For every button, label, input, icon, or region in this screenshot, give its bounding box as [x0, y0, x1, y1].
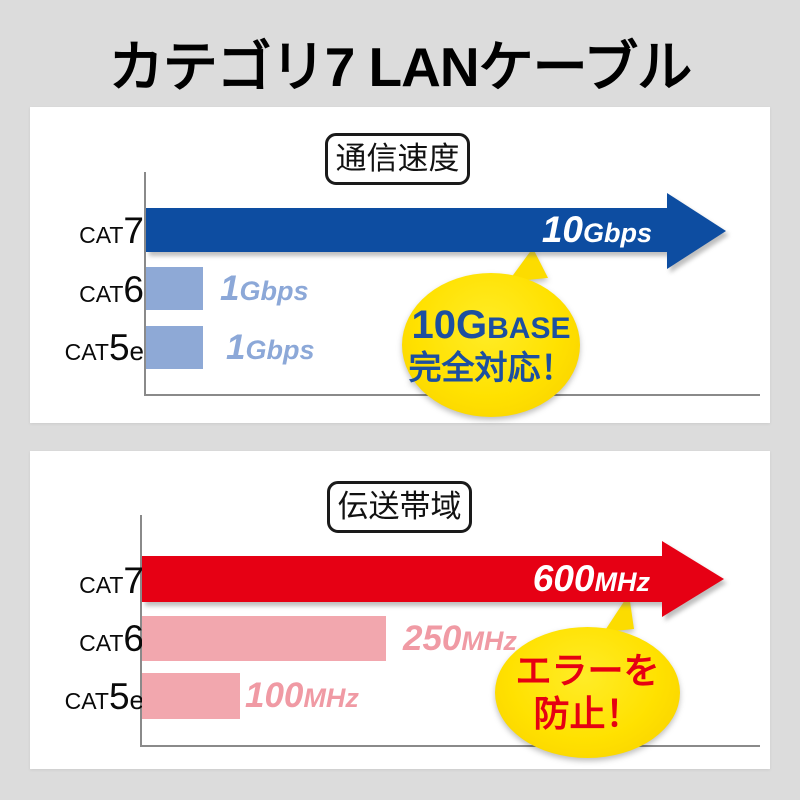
- value-unit: MHz: [303, 683, 359, 713]
- cat-prefix: CAT: [64, 688, 109, 714]
- value-number: 250: [403, 619, 462, 658]
- category-label-cat5e: CAT 5 e: [48, 327, 144, 369]
- cat-number: 6: [123, 618, 144, 659]
- value-label-cat6-speed: 1Gbps: [220, 267, 308, 310]
- panel-bandwidth-chart: 伝送帯域 CAT 7 600MHz CAT 6 250MHz CAT 5 e 100MH: [30, 451, 770, 769]
- category-label-cat6: CAT 6: [48, 269, 144, 311]
- cat-prefix: CAT: [79, 572, 124, 598]
- speed-cat5e-bar: [146, 326, 203, 369]
- panel-speed-chart: 通信速度 CAT 7 10Gbps CAT 6 1Gbps CAT 5 e 1Gbps: [30, 107, 770, 423]
- bubble-line2: 防止！: [533, 692, 642, 734]
- value-unit: MHz: [461, 626, 517, 656]
- speech-bubble-10gbase: 10GBASE 完全対応！: [402, 248, 580, 418]
- cat-suffix: e: [129, 336, 144, 366]
- value-number: 1: [220, 269, 240, 308]
- chart-title-bandwidth: 伝送帯域: [327, 481, 472, 533]
- arrow-head: [667, 193, 726, 269]
- value-number: 1: [226, 328, 246, 367]
- bandwidth-x-axis: [140, 745, 760, 747]
- value-unit: Gbps: [245, 335, 315, 365]
- speed-cat7-arrow-bar: 10Gbps: [146, 193, 728, 269]
- bubble-text-big: 10G: [411, 302, 488, 347]
- cat-prefix: CAT: [79, 630, 124, 656]
- category-label-cat6: CAT 6: [48, 618, 144, 660]
- category-label-cat5e: CAT 5 e: [48, 676, 144, 718]
- value-unit: Gbps: [582, 218, 652, 248]
- value-unit: MHz: [594, 567, 651, 597]
- category-label-cat7: CAT 7: [48, 210, 144, 252]
- value-number: 100: [245, 676, 304, 715]
- bubble-text-small: BASE: [487, 311, 571, 345]
- value-label-cat6-bandwidth: 250MHz: [403, 616, 517, 661]
- value-number: 10: [541, 209, 583, 250]
- cat-prefix: CAT: [79, 222, 124, 248]
- speed-cat6-bar: [146, 267, 203, 310]
- value-label-cat7-bandwidth: 600MHz: [142, 556, 650, 602]
- chart-title-speed: 通信速度: [325, 133, 470, 185]
- value-label-cat5e-bandwidth: 100MHz: [245, 673, 359, 719]
- bubble-body: 10GBASE 完全対応！: [402, 273, 580, 417]
- arrow-head: [662, 541, 724, 617]
- category-label-cat7: CAT 7: [48, 560, 144, 602]
- speech-bubble-error-prevention: エラーを 防止！: [495, 594, 680, 758]
- arrow-body: [142, 556, 662, 602]
- cat-number: 7: [123, 210, 144, 251]
- speed-y-axis: [144, 172, 146, 396]
- cat-suffix: e: [129, 685, 144, 715]
- bandwidth-cat6-bar: [142, 616, 386, 661]
- value-unit: Gbps: [239, 276, 309, 306]
- cat-number: 6: [123, 269, 144, 310]
- bandwidth-y-axis: [140, 515, 142, 747]
- bubble-body: エラーを 防止！: [495, 627, 680, 758]
- cat-number: 7: [123, 560, 144, 601]
- cat-number: 5: [108, 327, 130, 368]
- bandwidth-cat5e-bar: [142, 673, 240, 719]
- arrow-body: [146, 208, 667, 252]
- page-title: カテゴリ7 LANケーブル: [108, 36, 693, 98]
- bubble-line1: エラーを: [515, 650, 660, 692]
- value-number: 600: [532, 558, 595, 599]
- bubble-line1: 10GBASE: [412, 302, 571, 349]
- value-label-cat5e-speed: 1Gbps: [226, 326, 314, 369]
- bandwidth-cat7-arrow-bar: 600MHz: [142, 541, 726, 617]
- bubble-line2: 完全対応！: [408, 349, 574, 387]
- cat-prefix: CAT: [79, 281, 124, 307]
- cat-number: 5: [108, 676, 130, 717]
- cat-prefix: CAT: [64, 339, 109, 365]
- value-label-cat7-speed: 10Gbps: [146, 208, 652, 252]
